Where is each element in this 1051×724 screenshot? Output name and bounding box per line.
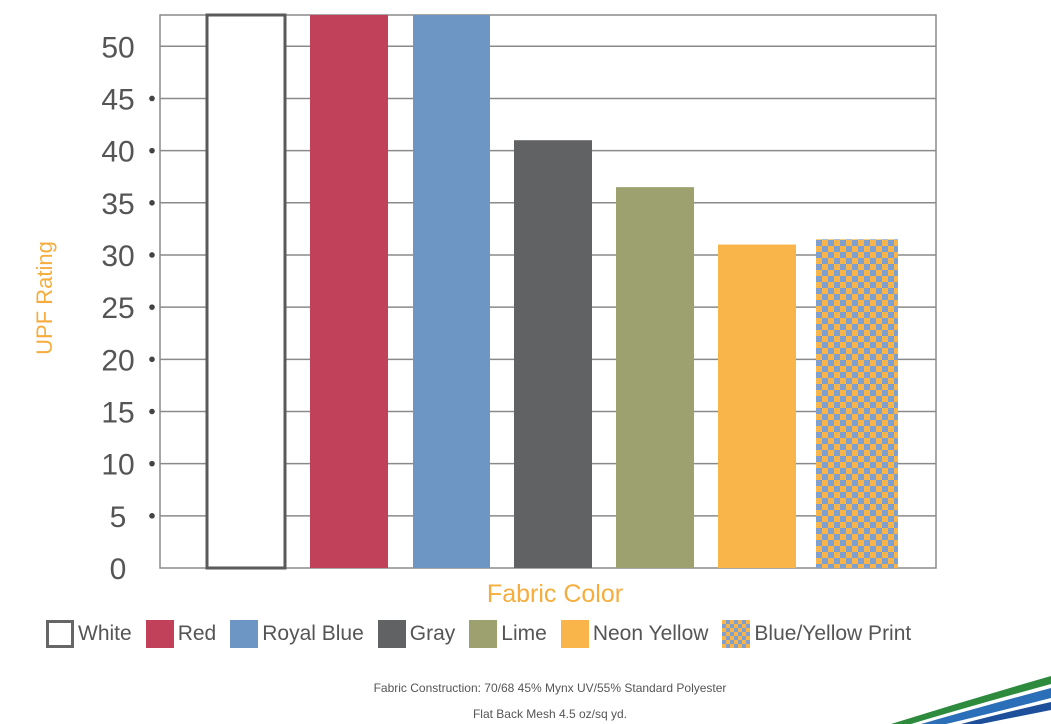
y-tick-mark xyxy=(149,252,155,258)
bar-gray xyxy=(514,140,592,568)
legend-label-royal-blue: Royal Blue xyxy=(262,622,364,645)
footnote-construction: Fabric Construction: 70/68 45% Mynx UV/5… xyxy=(373,681,727,695)
y-axis-label: UPF Rating xyxy=(32,241,57,355)
y-tick-label: 15 xyxy=(101,396,134,429)
y-tick-mark xyxy=(149,200,155,206)
y-tick-label: 50 xyxy=(101,31,134,64)
legend-item-gray: Gray xyxy=(377,620,456,648)
legend-item-white: White xyxy=(46,620,132,648)
legend-swatch-neon-yellow xyxy=(560,620,589,648)
legend-swatch-royal-blue xyxy=(230,620,259,648)
footnote-mesh: Flat Back Mesh 4.5 oz/sq yd. xyxy=(472,707,628,721)
y-tick-label: 35 xyxy=(101,188,134,221)
legend-label-white: White xyxy=(78,622,132,645)
legend-item-neon-yellow: Neon Yellow xyxy=(560,620,709,648)
y-tick-label: 5 xyxy=(110,501,127,534)
legend-label-lime: Lime xyxy=(501,622,547,645)
legend-swatch-red xyxy=(145,620,174,648)
y-tick-mark xyxy=(149,460,155,467)
x-axis-label: Fabric Color xyxy=(487,580,623,608)
legend-label-red: Red xyxy=(177,622,217,645)
bar-blue-yellow-print xyxy=(816,239,898,568)
bar-royal-blue xyxy=(413,15,490,568)
legend-label-blue-yellow-print: Blue/Yellow Print xyxy=(754,622,912,645)
y-tick-mark xyxy=(149,408,155,415)
y-tick-label: 0 xyxy=(110,553,127,586)
legend-label-gray: Gray xyxy=(409,622,456,645)
legend-swatch-gray xyxy=(377,620,406,648)
bar-white xyxy=(205,13,287,570)
y-tick-label: 45 xyxy=(101,83,134,116)
y-tick-label: 20 xyxy=(101,344,134,377)
legend-item-lime: Lime xyxy=(469,620,547,648)
legend-item-red: Red xyxy=(145,620,217,648)
legend-swatch-lime xyxy=(469,620,498,648)
bar-lime xyxy=(616,187,694,568)
brand-swoosh-graphic xyxy=(891,676,1051,724)
legend-swatch-blue-yellow-print xyxy=(722,620,751,648)
y-tick-label: 10 xyxy=(101,449,134,482)
legend-item-royal-blue: Royal Blue xyxy=(230,620,364,648)
bar-red xyxy=(310,15,388,568)
y-tick-mark xyxy=(149,356,155,363)
y-tick-label: 40 xyxy=(101,136,134,169)
y-tick-mark xyxy=(149,95,155,102)
legend-swatch-white xyxy=(46,620,74,648)
plot-area: 0 5 10 15 20 25 30 35 40 45 50 xyxy=(101,13,937,586)
legend: White Red Royal Blue Gray Lime Neon Yell… xyxy=(46,620,925,648)
y-tick-mark xyxy=(149,513,155,519)
y-tick-label: 25 xyxy=(101,292,134,325)
y-tick-label: 30 xyxy=(101,240,134,273)
y-tick-mark xyxy=(149,304,155,310)
legend-item-blue-yellow-print: Blue/Yellow Print xyxy=(722,620,911,648)
bar-neon-yellow xyxy=(718,244,796,568)
y-tick-mark xyxy=(149,147,155,154)
legend-label-neon-yellow: Neon Yellow xyxy=(592,622,709,645)
